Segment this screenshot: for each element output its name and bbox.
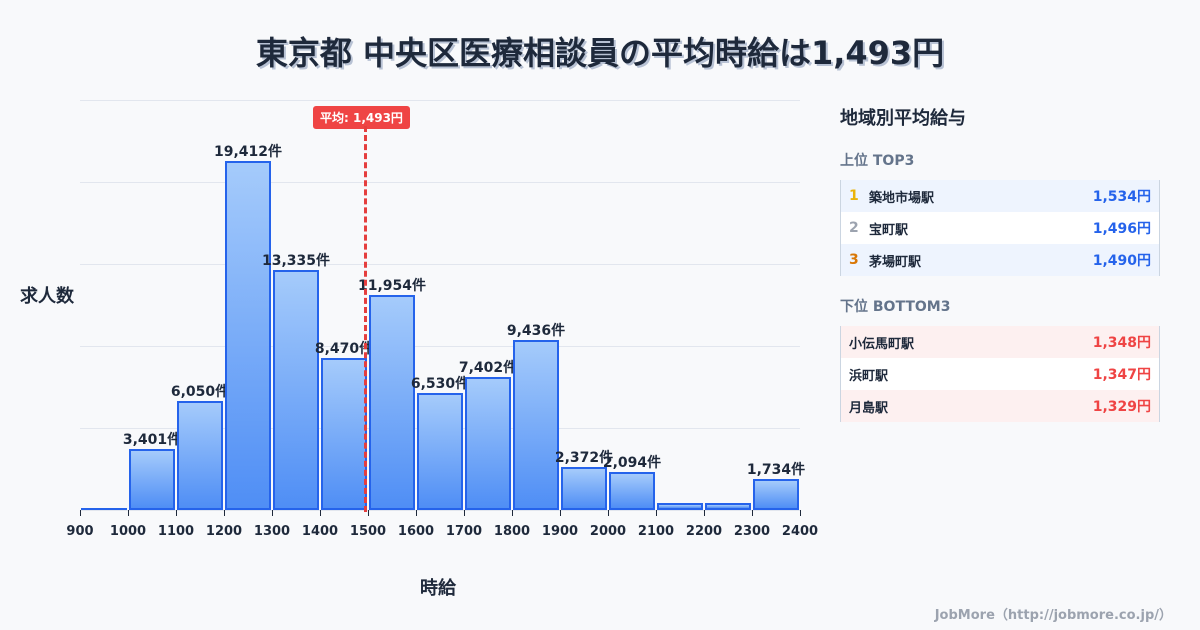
x-tick-label: 1100 xyxy=(157,524,195,539)
rank-number: 2 xyxy=(849,220,859,236)
top3-title: 上位 TOP3 xyxy=(840,153,915,169)
x-tick-label: 2300 xyxy=(733,524,771,539)
histogram-bar xyxy=(465,376,511,510)
x-tick-label: 900 xyxy=(66,524,94,539)
histogram-bar xyxy=(81,508,127,510)
bar-value-label: 13,335件 xyxy=(261,253,331,270)
station-value: 1,496円 xyxy=(1092,221,1151,237)
bottom-row: 月島駅 1,329円 xyxy=(841,390,1159,422)
x-tick xyxy=(80,510,81,516)
page-title: 東京都 中央区医療相談員の平均時給は1,493円 xyxy=(255,34,945,72)
regional-salary-panel: 地域別平均給与 上位 TOP3 1 築地市場駅 1,534円 2 宝町駅 1,4… xyxy=(840,100,1160,442)
station-value: 1,348円 xyxy=(1092,335,1151,351)
bar-value-label: 6,050件 xyxy=(170,384,230,401)
gridline xyxy=(80,264,800,265)
station-name: 宝町駅 xyxy=(869,222,909,238)
bottom-row: 浜町駅 1,347円 xyxy=(841,358,1159,390)
x-tick xyxy=(608,510,609,516)
bar-value-label: 8,470件 xyxy=(314,340,374,357)
histogram-bar xyxy=(129,448,175,510)
x-tick-label: 1600 xyxy=(397,524,435,539)
gridline xyxy=(80,346,800,347)
x-tick-label: 1900 xyxy=(541,524,579,539)
bar-value-label: 19,412件 xyxy=(213,143,283,160)
bar-value-label: 2,372件 xyxy=(554,450,614,467)
gridline xyxy=(80,182,800,183)
histogram-bar xyxy=(705,502,751,510)
bar-value-label: 2,094件 xyxy=(602,455,662,472)
histogram-bar xyxy=(609,472,655,510)
bottom3-title: 下位 BOTTOM3 xyxy=(840,299,951,315)
bar-value-label: 6,530件 xyxy=(410,375,470,392)
station-value: 1,490円 xyxy=(1092,253,1151,269)
bar-value-label: 9,436件 xyxy=(506,323,566,340)
histogram-bar xyxy=(369,295,415,510)
x-tick-label: 2000 xyxy=(589,524,627,539)
top-row: 2 宝町駅 1,496円 xyxy=(841,212,1159,244)
station-name: 茅場町駅 xyxy=(869,254,922,270)
x-tick-label: 2400 xyxy=(781,524,819,539)
x-tick xyxy=(416,510,417,516)
x-tick-label: 1800 xyxy=(493,524,531,539)
x-tick xyxy=(272,510,273,516)
x-tick-label: 1200 xyxy=(205,524,243,539)
bottom-row: 小伝馬町駅 1,348円 xyxy=(841,326,1159,358)
histogram-bar xyxy=(513,340,559,510)
bar-value-label: 7,402件 xyxy=(458,359,518,376)
rank-number: 3 xyxy=(849,252,859,268)
top-row: 1 築地市場駅 1,534円 xyxy=(841,180,1159,212)
x-tick-label: 1300 xyxy=(253,524,291,539)
x-tick xyxy=(320,510,321,516)
footer-credit: JobMore（http://jobmore.co.jp/） xyxy=(934,608,1172,623)
x-tick xyxy=(512,510,513,516)
bottom3-table: 小伝馬町駅 1,348円 浜町駅 1,347円 月島駅 1,329円 xyxy=(840,326,1160,422)
gridline xyxy=(80,100,800,101)
x-tick xyxy=(656,510,657,516)
average-line xyxy=(363,126,367,512)
histogram-bar xyxy=(753,478,799,510)
gridline xyxy=(80,510,800,511)
histogram-bar xyxy=(561,467,607,510)
x-tick xyxy=(368,510,369,516)
station-name: 月島駅 xyxy=(849,400,889,416)
x-tick xyxy=(560,510,561,516)
panel-title: 地域別平均給与 xyxy=(840,108,966,129)
x-tick xyxy=(800,510,801,516)
top3-table: 1 築地市場駅 1,534円 2 宝町駅 1,496円 3 茅場町駅 1,490… xyxy=(840,180,1160,276)
histogram-bar xyxy=(273,270,319,510)
x-tick-label: 1700 xyxy=(445,524,483,539)
station-name: 築地市場駅 xyxy=(869,190,935,206)
x-tick-label: 1400 xyxy=(301,524,339,539)
x-tick-label: 1500 xyxy=(349,524,387,539)
y-axis-label: 求人数 xyxy=(20,286,74,307)
histogram-bar xyxy=(417,392,463,510)
rank-number: 1 xyxy=(849,188,859,204)
histogram-bar xyxy=(657,502,703,510)
station-name: 浜町駅 xyxy=(849,368,889,384)
histogram-bar xyxy=(321,357,367,510)
station-name: 小伝馬町駅 xyxy=(849,336,915,352)
average-badge: 平均: 1,493円 xyxy=(313,106,410,129)
x-axis-label: 時給 xyxy=(420,578,456,599)
bar-value-label: 11,954件 xyxy=(357,278,427,295)
x-tick xyxy=(176,510,177,516)
x-tick xyxy=(224,510,225,516)
top-row: 3 茅場町駅 1,490円 xyxy=(841,244,1159,276)
x-tick xyxy=(464,510,465,516)
histogram-bar xyxy=(177,401,223,510)
x-tick-label: 2200 xyxy=(685,524,723,539)
station-value: 1,347円 xyxy=(1092,367,1151,383)
x-tick xyxy=(752,510,753,516)
x-tick xyxy=(128,510,129,516)
bar-value-label: 1,734件 xyxy=(746,461,806,478)
histogram-chart: 求人数 時給 平均: 1,493円 3,401件 6,050件 19,412件 13,… xyxy=(20,100,819,599)
x-tick xyxy=(704,510,705,516)
histogram-bar xyxy=(225,160,271,510)
station-value: 1,329円 xyxy=(1092,399,1151,415)
x-tick-label: 1000 xyxy=(109,524,147,539)
x-tick-label: 2100 xyxy=(637,524,675,539)
bar-value-label: 3,401件 xyxy=(122,431,182,448)
station-value: 1,534円 xyxy=(1092,189,1151,205)
